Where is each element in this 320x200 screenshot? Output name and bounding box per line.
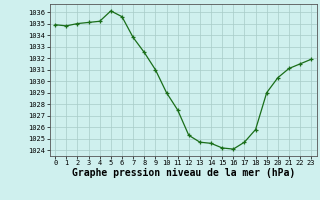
X-axis label: Graphe pression niveau de la mer (hPa): Graphe pression niveau de la mer (hPa) <box>72 168 295 178</box>
